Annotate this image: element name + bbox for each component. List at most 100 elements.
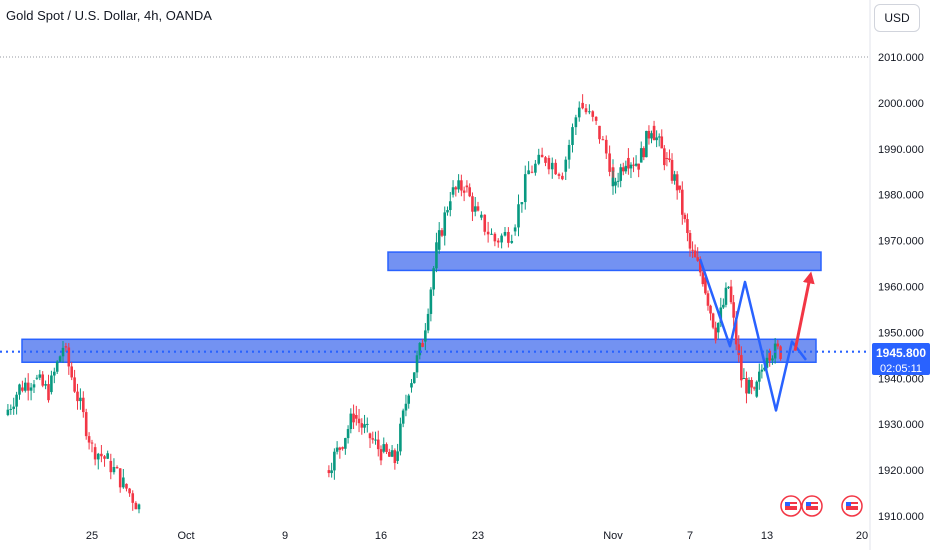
x-tick-label: 13: [761, 530, 773, 542]
candle-up: [574, 117, 578, 128]
candle-up: [634, 163, 638, 166]
candle-up: [29, 387, 33, 391]
candle-down: [584, 108, 588, 113]
candle-down: [701, 272, 705, 285]
y-tick-label: 2010.000: [878, 52, 924, 64]
candle-up: [650, 133, 653, 139]
candle-up: [500, 235, 503, 243]
candle-up: [742, 378, 746, 380]
candle-down: [581, 102, 584, 109]
candle-up: [567, 144, 571, 160]
candle-up: [719, 307, 723, 324]
event-flag-stripe-white: [806, 504, 818, 506]
candle-up: [55, 361, 59, 372]
candle-down: [693, 250, 697, 258]
candle-down: [752, 387, 756, 389]
candle-down: [357, 418, 361, 424]
candle-down: [462, 190, 466, 193]
candle-down: [598, 125, 601, 140]
candle-down: [547, 157, 551, 170]
event-flag-canton: [785, 502, 790, 506]
candle-down: [675, 174, 679, 191]
candle-down: [591, 111, 595, 117]
candle-up: [619, 167, 622, 181]
candle-down: [608, 153, 611, 172]
zigzag-pattern-line[interactable]: [698, 258, 807, 412]
candle-up: [349, 413, 353, 430]
candle-down: [103, 456, 106, 459]
candle-up: [407, 395, 411, 404]
candle-up: [50, 375, 53, 393]
candle-down: [711, 313, 715, 328]
candle-down: [87, 436, 91, 443]
candle-down: [379, 449, 383, 461]
candle-down: [691, 249, 694, 251]
projection-arrow[interactable]: [793, 271, 815, 352]
us-event-flag-icon[interactable]: [841, 495, 863, 517]
candle-down: [737, 344, 741, 356]
candle-up: [335, 447, 339, 452]
candle-down: [714, 327, 717, 341]
candle-up: [330, 470, 333, 474]
candle-up: [645, 130, 648, 158]
candle-up: [537, 154, 541, 164]
candle-up: [418, 343, 422, 356]
candle-up: [96, 453, 100, 460]
candle-up: [363, 424, 366, 428]
candle-down: [70, 366, 73, 378]
x-tick-label: 25: [86, 530, 98, 542]
candle-down: [734, 317, 738, 345]
candle-up: [412, 372, 416, 384]
y-tick-label: 1990.000: [878, 144, 924, 156]
last-price-label-bg: [872, 343, 930, 375]
x-tick-label: 16: [375, 530, 387, 542]
candle-down: [327, 470, 331, 474]
candle-down: [115, 467, 119, 469]
candle-up: [137, 504, 141, 510]
candle-down: [696, 257, 699, 261]
us-event-flag-icon[interactable]: [801, 495, 823, 517]
candle-down: [681, 189, 684, 215]
candle-down: [368, 433, 372, 439]
currency-unit-button[interactable]: USD: [874, 4, 920, 32]
event-flag-canton: [846, 502, 851, 506]
candle-down: [688, 233, 692, 249]
candle-up: [457, 180, 460, 190]
candle-up: [523, 174, 527, 203]
y-tick-label: 1910.000: [878, 511, 924, 523]
candle-down: [745, 378, 748, 394]
candle-down: [41, 374, 44, 386]
candle-down: [768, 350, 772, 361]
candle-up: [451, 187, 455, 195]
candle-down: [84, 412, 88, 437]
candle-down: [393, 450, 397, 464]
candle-down: [750, 379, 753, 388]
candle-up: [429, 289, 433, 314]
candle-down: [82, 397, 85, 413]
candle-down: [460, 180, 463, 191]
candle-down: [621, 167, 625, 172]
candle-up: [44, 384, 47, 386]
candle-up: [396, 451, 399, 461]
candle-down: [642, 148, 646, 158]
us-event-flag-icon[interactable]: [780, 495, 802, 517]
candle-down: [698, 260, 702, 273]
candle-down: [594, 116, 598, 121]
candle-down: [388, 452, 391, 457]
candle-up: [520, 202, 524, 205]
candle-up: [446, 210, 449, 213]
y-tick-label: 1930.000: [878, 419, 924, 431]
event-flag-stripe-white: [785, 504, 797, 506]
candle-down: [493, 233, 497, 242]
event-flag-stripe-white: [846, 504, 858, 506]
candle-up: [382, 444, 386, 452]
candle-down: [341, 447, 344, 449]
candle-down: [486, 231, 490, 235]
candle-up: [517, 204, 520, 228]
resistance-zone[interactable]: [387, 251, 822, 272]
candle-up: [527, 170, 530, 175]
candle-up: [61, 347, 65, 357]
candle-up: [577, 107, 581, 118]
candle-down: [90, 442, 94, 444]
